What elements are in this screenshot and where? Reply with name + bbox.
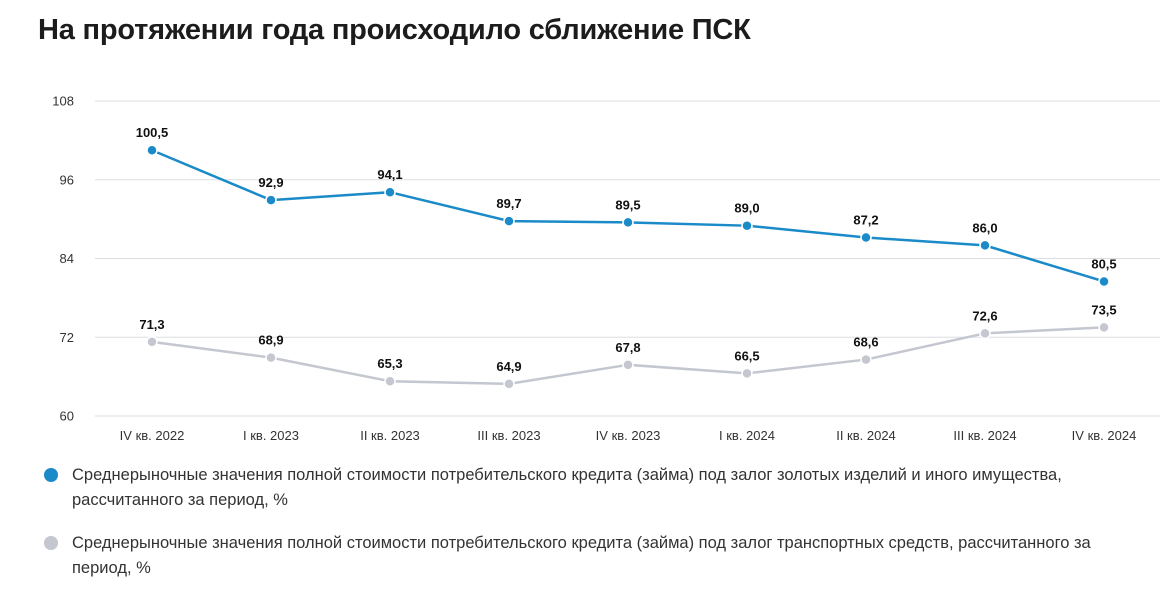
line-chart: 60 72 84 96 108 IV кв. 2022 I кв. 2023 II кв. 2… <box>52 94 1160 443</box>
series-line-0 <box>151 149 1105 283</box>
legend-item-vehicle: Среднерыночные значения полной стоимости… <box>44 531 1134 581</box>
data-label: 87,2 <box>853 213 878 228</box>
y-tick-label: 84 <box>60 251 74 266</box>
data-label: 67,8 <box>615 340 640 355</box>
series-line-1 <box>151 326 1105 386</box>
data-point <box>979 327 991 340</box>
data-point <box>265 351 277 364</box>
data-label: 100,5 <box>136 125 169 140</box>
y-tick-label: 72 <box>60 330 74 345</box>
data-point <box>741 367 753 380</box>
data-label: 72,6 <box>972 308 997 323</box>
data-point <box>146 144 158 156</box>
data-label: 64,9 <box>496 359 521 374</box>
x-tick-label: III кв. 2024 <box>953 428 1016 443</box>
data-point <box>1098 275 1110 288</box>
data-label: 68,6 <box>853 335 878 350</box>
data-label: 89,7 <box>496 196 521 211</box>
data-label: 80,5 <box>1091 256 1116 271</box>
legend-marker-vehicle <box>44 536 58 550</box>
x-tick-label: IV кв. 2024 <box>1072 428 1137 443</box>
x-tick-label: IV кв. 2023 <box>596 428 661 443</box>
data-point <box>503 378 515 390</box>
x-tick-label: I кв. 2023 <box>243 428 299 443</box>
data-point <box>622 359 634 371</box>
legend-marker-gold <box>44 468 58 482</box>
chart-title: На протяжении года происходило сближение… <box>38 14 751 46</box>
data-point <box>1098 321 1110 334</box>
legend-item-gold: Среднерыночные значения полной стоимости… <box>44 463 1134 513</box>
data-label: 92,9 <box>258 175 283 190</box>
data-label: 94,1 <box>377 167 402 182</box>
data-label: 68,9 <box>258 333 283 348</box>
data-point <box>384 375 396 387</box>
data-point <box>622 216 634 229</box>
data-label: 71,3 <box>139 317 164 332</box>
data-label: 86,0 <box>972 220 997 235</box>
x-tick-label: III кв. 2023 <box>477 428 540 443</box>
y-tick-label: 108 <box>52 94 74 109</box>
data-label: 89,0 <box>734 201 759 216</box>
legend-label-gold: Среднерыночные значения полной стоимости… <box>72 466 1062 509</box>
x-tick-label: II кв. 2023 <box>360 428 420 443</box>
data-point <box>979 239 991 252</box>
x-tick-label: II кв. 2024 <box>836 428 896 443</box>
x-tick-label: I кв. 2024 <box>719 428 775 443</box>
data-point <box>860 231 872 244</box>
data-label: 65,3 <box>377 356 402 371</box>
data-point <box>265 194 277 206</box>
legend-label-vehicle: Среднерыночные значения полной стоимости… <box>72 534 1091 577</box>
data-point <box>503 215 515 227</box>
data-point <box>384 186 396 198</box>
y-tick-label: 60 <box>60 409 74 424</box>
data-point <box>146 336 158 348</box>
data-label: 89,5 <box>615 197 640 212</box>
y-tick-label: 96 <box>60 172 74 187</box>
data-label: 66,5 <box>734 348 759 363</box>
data-point <box>860 353 872 366</box>
data-point <box>741 219 753 232</box>
data-label: 73,5 <box>1091 302 1116 317</box>
x-tick-label: IV кв. 2022 <box>120 428 185 443</box>
